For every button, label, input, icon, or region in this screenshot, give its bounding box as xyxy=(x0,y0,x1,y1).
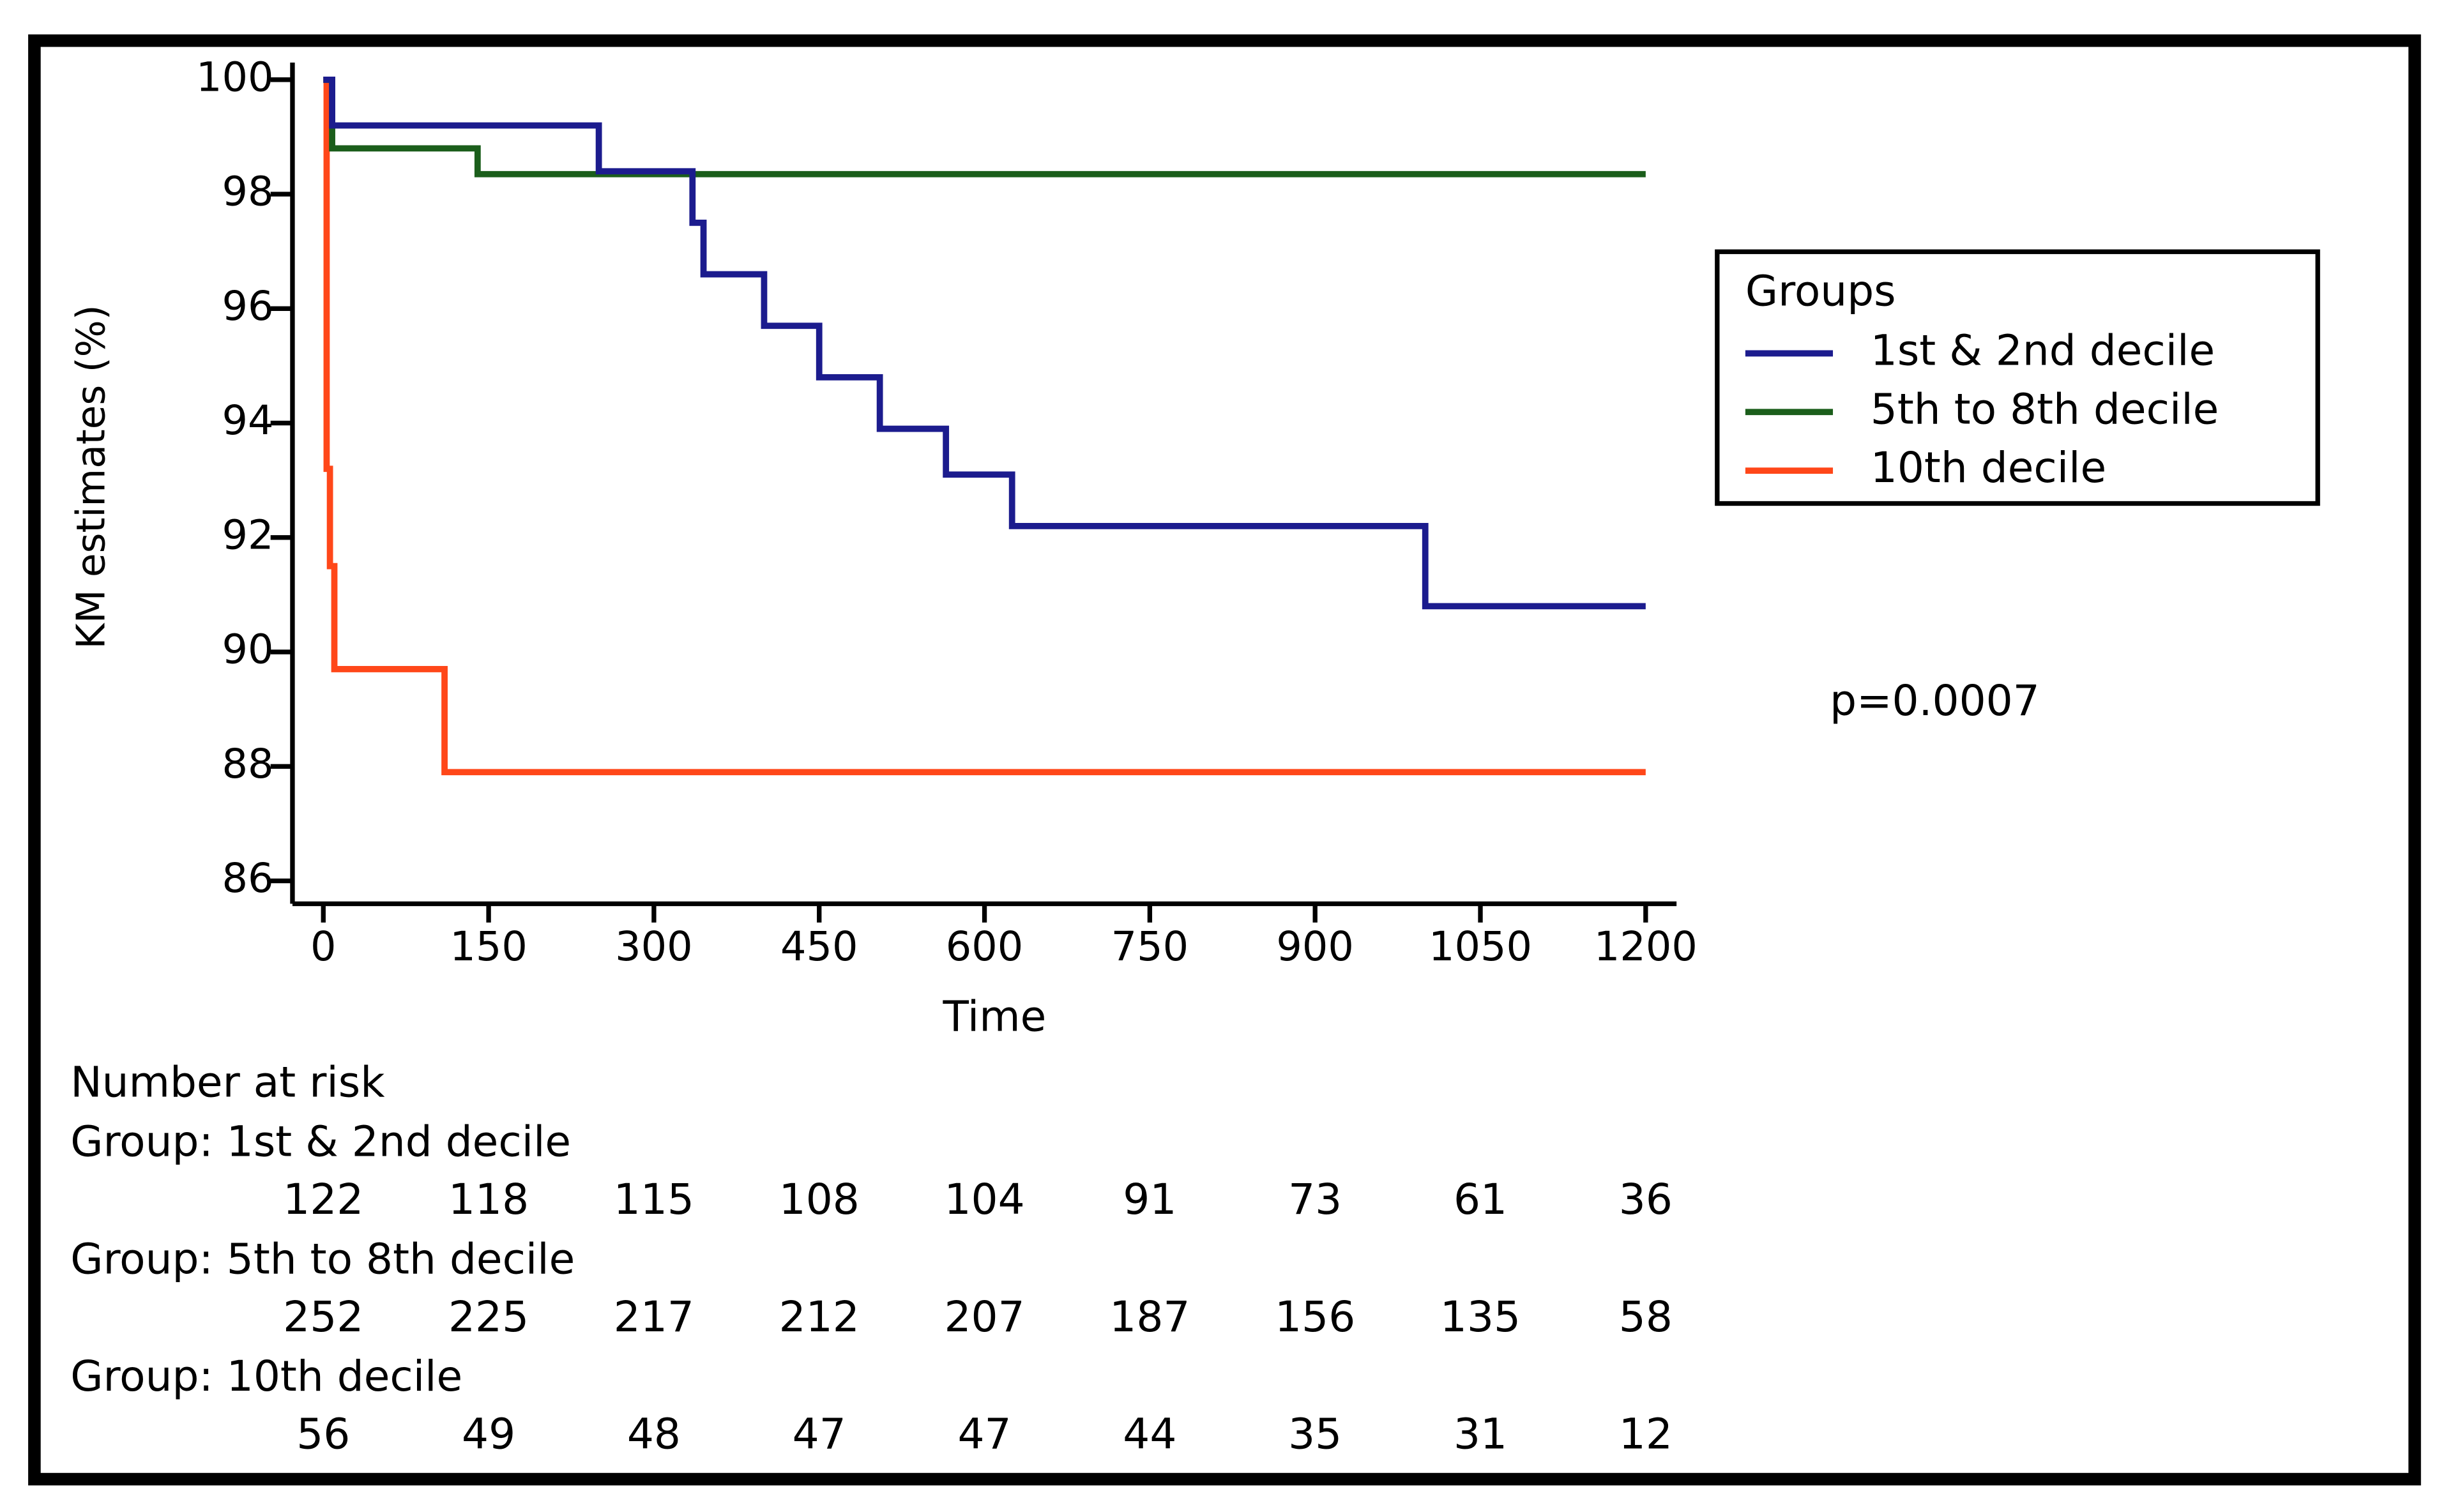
legend-box xyxy=(1715,249,2320,506)
legend-title: Groups xyxy=(1745,266,1896,315)
risk-value: 118 xyxy=(448,1175,529,1224)
x-tick-label: 0 xyxy=(310,923,337,971)
y-tick-label: 94 xyxy=(222,397,274,444)
x-tick-label: 150 xyxy=(450,923,528,971)
risk-value: 47 xyxy=(957,1410,1011,1459)
risk-value: 12 xyxy=(1619,1410,1673,1459)
risk-value: 35 xyxy=(1288,1410,1342,1459)
risk-value: 31 xyxy=(1454,1410,1507,1459)
frame xyxy=(28,34,2421,1486)
risk-value: 36 xyxy=(1619,1175,1673,1224)
x-tick-label: 450 xyxy=(780,923,858,971)
risk-value: 48 xyxy=(627,1410,681,1459)
risk-value: 212 xyxy=(779,1292,860,1342)
risk-value: 108 xyxy=(779,1175,860,1224)
y-tick-label: 88 xyxy=(222,741,274,788)
x-tick-label: 750 xyxy=(1111,923,1189,971)
risk-value: 207 xyxy=(944,1292,1024,1342)
risk-value: 56 xyxy=(296,1410,350,1459)
x-tick-label: 600 xyxy=(946,923,1024,971)
risk-value: 225 xyxy=(448,1292,529,1342)
risk-value: 47 xyxy=(793,1410,846,1459)
risk-value: 91 xyxy=(1123,1175,1176,1224)
legend-label: 5th to 8th decile xyxy=(1871,384,2219,434)
risk-value: 252 xyxy=(283,1292,363,1342)
legend-label: 1st & 2nd decile xyxy=(1871,326,2215,375)
y-tick-label: 92 xyxy=(222,511,274,559)
y-axis-label: KM estimates (%) xyxy=(69,305,114,649)
x-axis-label: Time xyxy=(943,992,1047,1041)
risk-value: 44 xyxy=(1123,1410,1176,1459)
y-tick-label: 86 xyxy=(222,855,274,902)
risk-value: 187 xyxy=(1109,1292,1190,1342)
p-value: p=0.0007 xyxy=(1830,676,2040,725)
risk-value: 61 xyxy=(1454,1175,1507,1224)
risk-value: 115 xyxy=(614,1175,694,1224)
km-curve xyxy=(323,76,1646,776)
risk-value: 156 xyxy=(1275,1292,1355,1342)
legend-label: 10th decile xyxy=(1871,443,2106,492)
y-tick-label: 98 xyxy=(222,169,274,216)
risk-group-label: Group: 5th to 8th decile xyxy=(70,1234,575,1283)
risk-group-label: Group: 1st & 2nd decile xyxy=(70,1117,571,1167)
risk-title: Number at risk xyxy=(70,1058,385,1107)
risk-value: 122 xyxy=(283,1175,363,1224)
risk-value: 104 xyxy=(944,1175,1024,1224)
x-tick-label: 300 xyxy=(615,923,693,971)
risk-value: 217 xyxy=(614,1292,694,1342)
risk-value: 135 xyxy=(1440,1292,1521,1342)
x-tick-label: 900 xyxy=(1276,923,1354,971)
y-tick-label: 100 xyxy=(196,54,274,101)
y-tick-label: 96 xyxy=(222,283,274,330)
risk-value: 49 xyxy=(462,1410,515,1459)
risk-value: 73 xyxy=(1288,1175,1342,1224)
risk-group-label: Group: 10th decile xyxy=(70,1352,462,1401)
risk-value: 58 xyxy=(1619,1292,1673,1342)
x-tick-label: 1200 xyxy=(1594,923,1698,971)
y-tick-label: 90 xyxy=(222,626,274,674)
x-tick-label: 1050 xyxy=(1429,923,1532,971)
km-curve xyxy=(323,76,1646,610)
